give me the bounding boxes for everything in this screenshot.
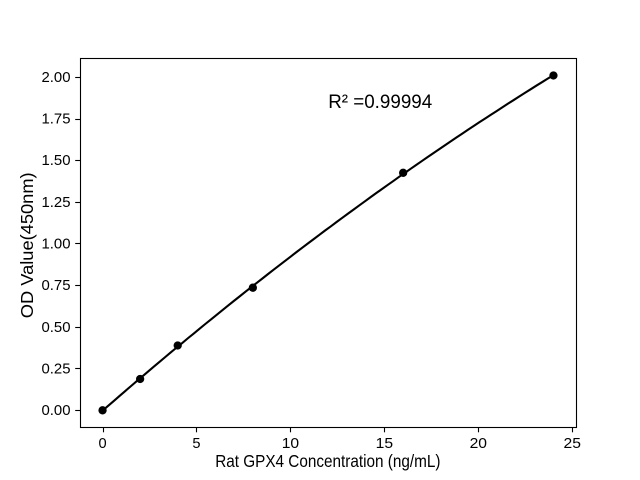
svg-text:15: 15	[376, 436, 393, 452]
svg-text:5: 5	[192, 436, 200, 452]
svg-text:0.00: 0.00	[42, 403, 71, 419]
svg-text:0: 0	[98, 436, 106, 452]
svg-text:Rat GPX4 Concentration (ng/mL): Rat GPX4 Concentration (ng/mL)	[215, 451, 440, 471]
svg-text:OD Value(450nm): OD Value(450nm)	[17, 172, 37, 318]
svg-text:1.25: 1.25	[42, 195, 71, 211]
svg-text:0.25: 0.25	[42, 361, 71, 377]
svg-text:1.00: 1.00	[42, 237, 71, 253]
svg-text:1.75: 1.75	[42, 112, 71, 128]
svg-text:0.75: 0.75	[42, 278, 71, 294]
svg-text:20: 20	[470, 436, 487, 452]
svg-text:0.50: 0.50	[42, 320, 71, 336]
svg-text:R² =0.99994: R² =0.99994	[328, 92, 432, 113]
svg-text:25: 25	[564, 436, 581, 452]
svg-text:1.50: 1.50	[42, 153, 71, 169]
svg-text:10: 10	[282, 436, 299, 452]
svg-text:2.00: 2.00	[42, 70, 71, 86]
